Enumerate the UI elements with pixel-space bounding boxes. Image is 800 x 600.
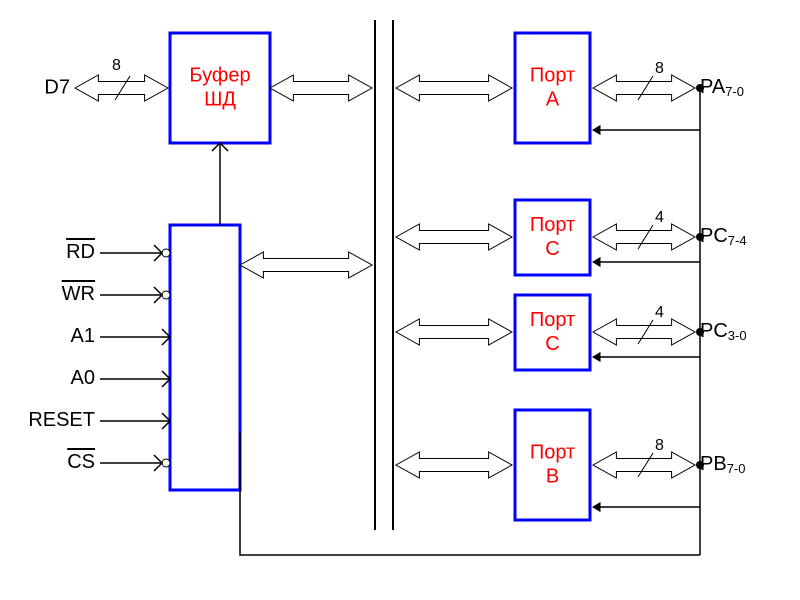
double-arrow (593, 319, 695, 345)
ctrl-sig-1: WR (62, 283, 95, 305)
ctrl-box (170, 225, 240, 490)
portA-label-l2: A (546, 88, 560, 110)
out-label-2: PC3-0 (700, 320, 747, 343)
buffer-label-l1: Буфер (189, 64, 250, 86)
double-arrow (396, 75, 512, 101)
portC2-label-l2: C (545, 333, 559, 355)
out-label-1: PC7-4 (700, 225, 747, 248)
portA-label-l1: Порт (530, 64, 575, 86)
signal-d7: D7 (44, 76, 70, 98)
portC1-label-l2: C (545, 238, 559, 260)
ctrl-sig-5: CS (67, 451, 95, 473)
portB-label-l2: B (546, 465, 559, 487)
double-arrow (270, 75, 372, 101)
portC2-label-l1: Порт (530, 309, 575, 331)
double-arrow (396, 452, 512, 478)
out-width-3: 8 (655, 437, 664, 454)
feedback-trunk (240, 432, 700, 555)
double-arrow (75, 75, 168, 101)
d7-width: 8 (112, 57, 121, 74)
out-label-0: PA7-0 (700, 76, 744, 99)
inv-bubble-5 (162, 459, 170, 467)
ctrl-sig-2: A1 (71, 325, 95, 347)
feedback-dot-0 (696, 84, 704, 92)
feedback-dot-3 (696, 461, 704, 469)
double-arrow (396, 319, 512, 345)
portC1-label-l1: Порт (530, 214, 575, 236)
buffer-label-l2: ШД (204, 88, 236, 110)
ctrl-sig-3: A0 (71, 367, 95, 389)
inv-bubble-0 (162, 249, 170, 257)
ctrl-sig-0: RD (66, 241, 95, 263)
out-width-0: 8 (655, 60, 664, 77)
inv-bubble-1 (162, 291, 170, 299)
out-width-1: 4 (655, 209, 664, 226)
double-arrow (240, 252, 372, 278)
feedback-dot-2 (696, 328, 704, 336)
double-arrow (593, 224, 695, 250)
double-arrow (593, 75, 695, 101)
feedback-dot-1 (696, 233, 704, 241)
out-label-3: PB7-0 (700, 453, 745, 476)
ctrl-sig-4: RESET (28, 409, 95, 431)
portB-label-l1: Порт (530, 441, 575, 463)
out-width-2: 4 (655, 304, 664, 321)
double-arrow (396, 224, 512, 250)
double-arrow (593, 452, 695, 478)
